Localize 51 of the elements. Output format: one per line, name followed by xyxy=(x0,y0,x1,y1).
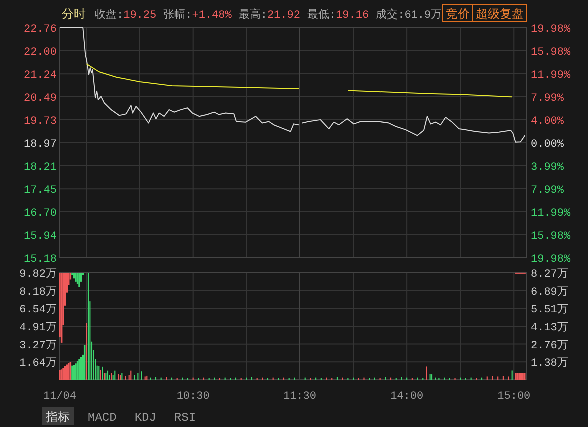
y2-tick-label: 4.13万 xyxy=(531,322,568,335)
y2-tick-label: 4.00% xyxy=(531,116,564,128)
y2-tick-label: 1.38万 xyxy=(531,357,568,370)
text: 张幅:+1.48% xyxy=(164,8,232,22)
x-tick-label: 14:00 xyxy=(390,391,424,403)
y2-tick-label: 7.99% xyxy=(531,184,564,197)
y2-tick-label: 2.76万 xyxy=(531,339,568,352)
y-tick-label: 3.27万 xyxy=(20,339,57,352)
y-tick-label: 17.45 xyxy=(24,185,57,198)
text: 指标 xyxy=(45,411,70,425)
text: 最高:21.92 xyxy=(238,8,300,22)
text: 超级复盘 xyxy=(476,8,524,22)
y2-tick-label: 3.99% xyxy=(531,162,564,174)
x-axis-title: 11/04 xyxy=(43,391,77,403)
y-tick-label: 15.94 xyxy=(24,230,58,243)
x-tick-label: 11:30 xyxy=(283,391,317,403)
y2-tick-label: 15.98% xyxy=(531,47,572,60)
y-tick-label: 22.00 xyxy=(24,47,57,60)
y2-tick-label: 11.99% xyxy=(531,208,572,220)
x-tick-label: 15:00 xyxy=(498,391,531,403)
x-tick-label: 10:30 xyxy=(176,391,210,403)
y2-tick-label: 7.99% xyxy=(531,93,564,106)
y2-tick-label: 0.00% xyxy=(531,139,564,151)
y2-tick-label: 8.27万 xyxy=(531,268,568,281)
y-tick-label: 4.91万 xyxy=(20,322,57,334)
y2-tick-label: 19.98% xyxy=(531,24,572,36)
text: MACD xyxy=(88,411,117,425)
y-tick-label: 6.54万 xyxy=(20,304,57,317)
y-tick-label: 18.97 xyxy=(24,139,57,151)
text: 竞价 xyxy=(446,7,470,22)
text: RSI xyxy=(174,411,196,425)
text: 收盘:19.25 xyxy=(95,9,157,22)
y-tick-label: 19.73 xyxy=(24,116,57,128)
y-tick-label: 1.64万 xyxy=(20,357,57,370)
text: 成交:61.9万 xyxy=(376,8,442,22)
text: KDJ xyxy=(134,411,156,425)
y-tick-label: 22.76 xyxy=(24,24,57,36)
y-tick-label: 8.18万 xyxy=(20,286,57,299)
y-tick-label: 15.18 xyxy=(24,254,57,266)
y2-tick-label: 19.98% xyxy=(531,254,572,266)
y-tick-label: 21.24 xyxy=(24,70,58,82)
y2-tick-label: 11.99% xyxy=(531,70,572,82)
y-tick-label: 9.82万 xyxy=(20,268,57,281)
y-tick-label: 20.49 xyxy=(24,92,57,105)
y2-tick-label: 15.98% xyxy=(531,230,572,243)
y2-tick-label: 5.51万 xyxy=(531,304,568,317)
text: 最低:19.16 xyxy=(307,9,370,22)
y-tick-label: 16.70 xyxy=(24,208,57,220)
y2-tick-label: 6.89万 xyxy=(531,286,568,299)
chart-title: 分时 xyxy=(62,8,86,22)
y-tick-label: 18.21 xyxy=(24,162,58,174)
